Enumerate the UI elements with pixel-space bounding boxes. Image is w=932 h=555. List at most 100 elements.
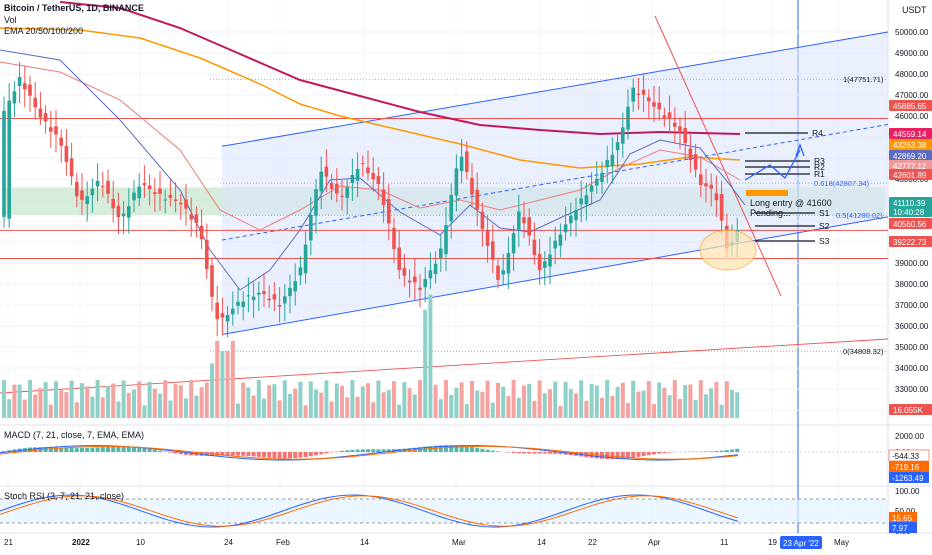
volume-bar bbox=[735, 392, 739, 418]
fib-level-label: 1(47751.71) bbox=[843, 75, 884, 84]
candle-body bbox=[106, 181, 110, 194]
macd-bar bbox=[33, 447, 37, 452]
candle-body bbox=[132, 193, 136, 201]
candle-body bbox=[408, 281, 412, 283]
volume-bar bbox=[538, 380, 542, 418]
candle-body bbox=[241, 302, 245, 307]
candle-body bbox=[392, 228, 396, 249]
macd-bar bbox=[246, 452, 250, 456]
macd-bar bbox=[480, 449, 484, 452]
price-badge-label: 45885.65 bbox=[893, 102, 927, 111]
volume-bar bbox=[616, 387, 620, 418]
price-badge-label: 43263.38 bbox=[893, 141, 927, 150]
y-tick-label: 34000.00 bbox=[895, 364, 929, 373]
y-tick-label: 39000.00 bbox=[895, 259, 929, 268]
candle-body bbox=[179, 203, 183, 204]
volume-bar bbox=[517, 398, 521, 418]
volume-bar bbox=[127, 393, 131, 418]
macd-bar bbox=[657, 452, 661, 454]
candle-body bbox=[657, 103, 661, 110]
candle-body bbox=[70, 158, 74, 176]
volume-bar bbox=[59, 390, 63, 418]
candle-body bbox=[600, 173, 604, 182]
macd-bar bbox=[111, 446, 115, 452]
ema-legend[interactable]: EMA 20/50/100/200 bbox=[4, 26, 83, 37]
macd-bar bbox=[371, 449, 375, 452]
macd-bar bbox=[506, 452, 510, 453]
candle-body bbox=[44, 113, 48, 121]
volume-bar bbox=[694, 400, 698, 418]
volume-bar bbox=[85, 386, 89, 418]
volume-bar bbox=[148, 382, 152, 418]
macd-bar bbox=[345, 450, 349, 452]
volume-bar bbox=[28, 380, 32, 418]
volume-bar bbox=[324, 380, 328, 418]
volume-bar bbox=[725, 381, 729, 418]
macd-bar bbox=[376, 449, 380, 452]
macd-bar bbox=[90, 448, 94, 452]
candle-body bbox=[595, 179, 599, 186]
volume-bar bbox=[64, 392, 68, 418]
volume-bar bbox=[106, 386, 110, 418]
candle-body bbox=[429, 270, 433, 278]
volume-bar bbox=[38, 388, 42, 418]
macd-bar bbox=[309, 452, 313, 456]
volume-bar bbox=[220, 351, 224, 418]
volume-bar bbox=[605, 380, 609, 418]
candle-body bbox=[423, 279, 427, 287]
candle-body bbox=[673, 123, 677, 127]
macd-legend[interactable]: MACD (7, 21, close, 7, EMA, EMA) bbox=[4, 430, 144, 441]
candle-body bbox=[221, 313, 225, 317]
volume-bar bbox=[194, 396, 198, 418]
macd-bar bbox=[272, 452, 276, 458]
macd-bar bbox=[324, 452, 328, 453]
stochrsi-legend[interactable]: Stoch RSI (3, 7, 21, 21, close) bbox=[4, 491, 124, 502]
candle-body bbox=[325, 167, 329, 177]
macd-bar bbox=[106, 447, 110, 452]
volume-legend[interactable]: Vol bbox=[4, 15, 17, 26]
volume-bar bbox=[434, 385, 438, 418]
candle-body bbox=[621, 127, 625, 143]
volume-bar bbox=[465, 404, 469, 418]
macd-bar bbox=[642, 452, 646, 456]
candle-body bbox=[314, 189, 318, 216]
volume-bar bbox=[621, 383, 625, 418]
price-badge-label: 39222.73 bbox=[893, 238, 927, 247]
macd-bar bbox=[730, 449, 734, 452]
candle-body bbox=[652, 102, 656, 106]
volume-bar bbox=[122, 380, 126, 418]
volume-bar bbox=[642, 391, 646, 418]
candle-body bbox=[548, 255, 552, 267]
volume-bar bbox=[200, 387, 204, 418]
macd-bar bbox=[85, 448, 89, 452]
x-tick-label: 21 bbox=[4, 538, 13, 547]
date-highlight-label: 23 Apr '22 bbox=[783, 539, 819, 548]
macd-bar bbox=[636, 452, 640, 457]
candle-body bbox=[465, 151, 469, 172]
volume-bar bbox=[652, 404, 656, 418]
symbol-title: Bitcoin / TetherUS, 1D, BINANCE bbox=[4, 3, 144, 13]
candle-body bbox=[273, 294, 277, 299]
volume-bar bbox=[75, 402, 79, 418]
volume-bar bbox=[631, 381, 635, 418]
candle-body bbox=[236, 302, 240, 306]
macd-bar bbox=[647, 452, 651, 455]
candle-body bbox=[455, 168, 459, 195]
macd-value-label: -719.16 bbox=[892, 463, 920, 472]
macd-bar bbox=[553, 452, 557, 454]
volume-bar bbox=[33, 395, 37, 418]
candle-body bbox=[470, 178, 474, 195]
symbol-legend[interactable]: Bitcoin / TetherUS, 1D, BINANCE bbox=[4, 3, 144, 14]
volume-bar bbox=[111, 384, 115, 418]
macd-bar bbox=[298, 452, 302, 458]
volume-bar bbox=[657, 382, 661, 418]
volume-bar bbox=[116, 401, 120, 418]
x-tick-label: 2022 bbox=[72, 538, 90, 547]
candle-body bbox=[335, 184, 339, 194]
volume-bar bbox=[314, 390, 318, 418]
candle-body bbox=[184, 200, 188, 209]
candle-body bbox=[377, 176, 381, 184]
volume-bar bbox=[496, 383, 500, 418]
volume-bar bbox=[673, 380, 677, 418]
